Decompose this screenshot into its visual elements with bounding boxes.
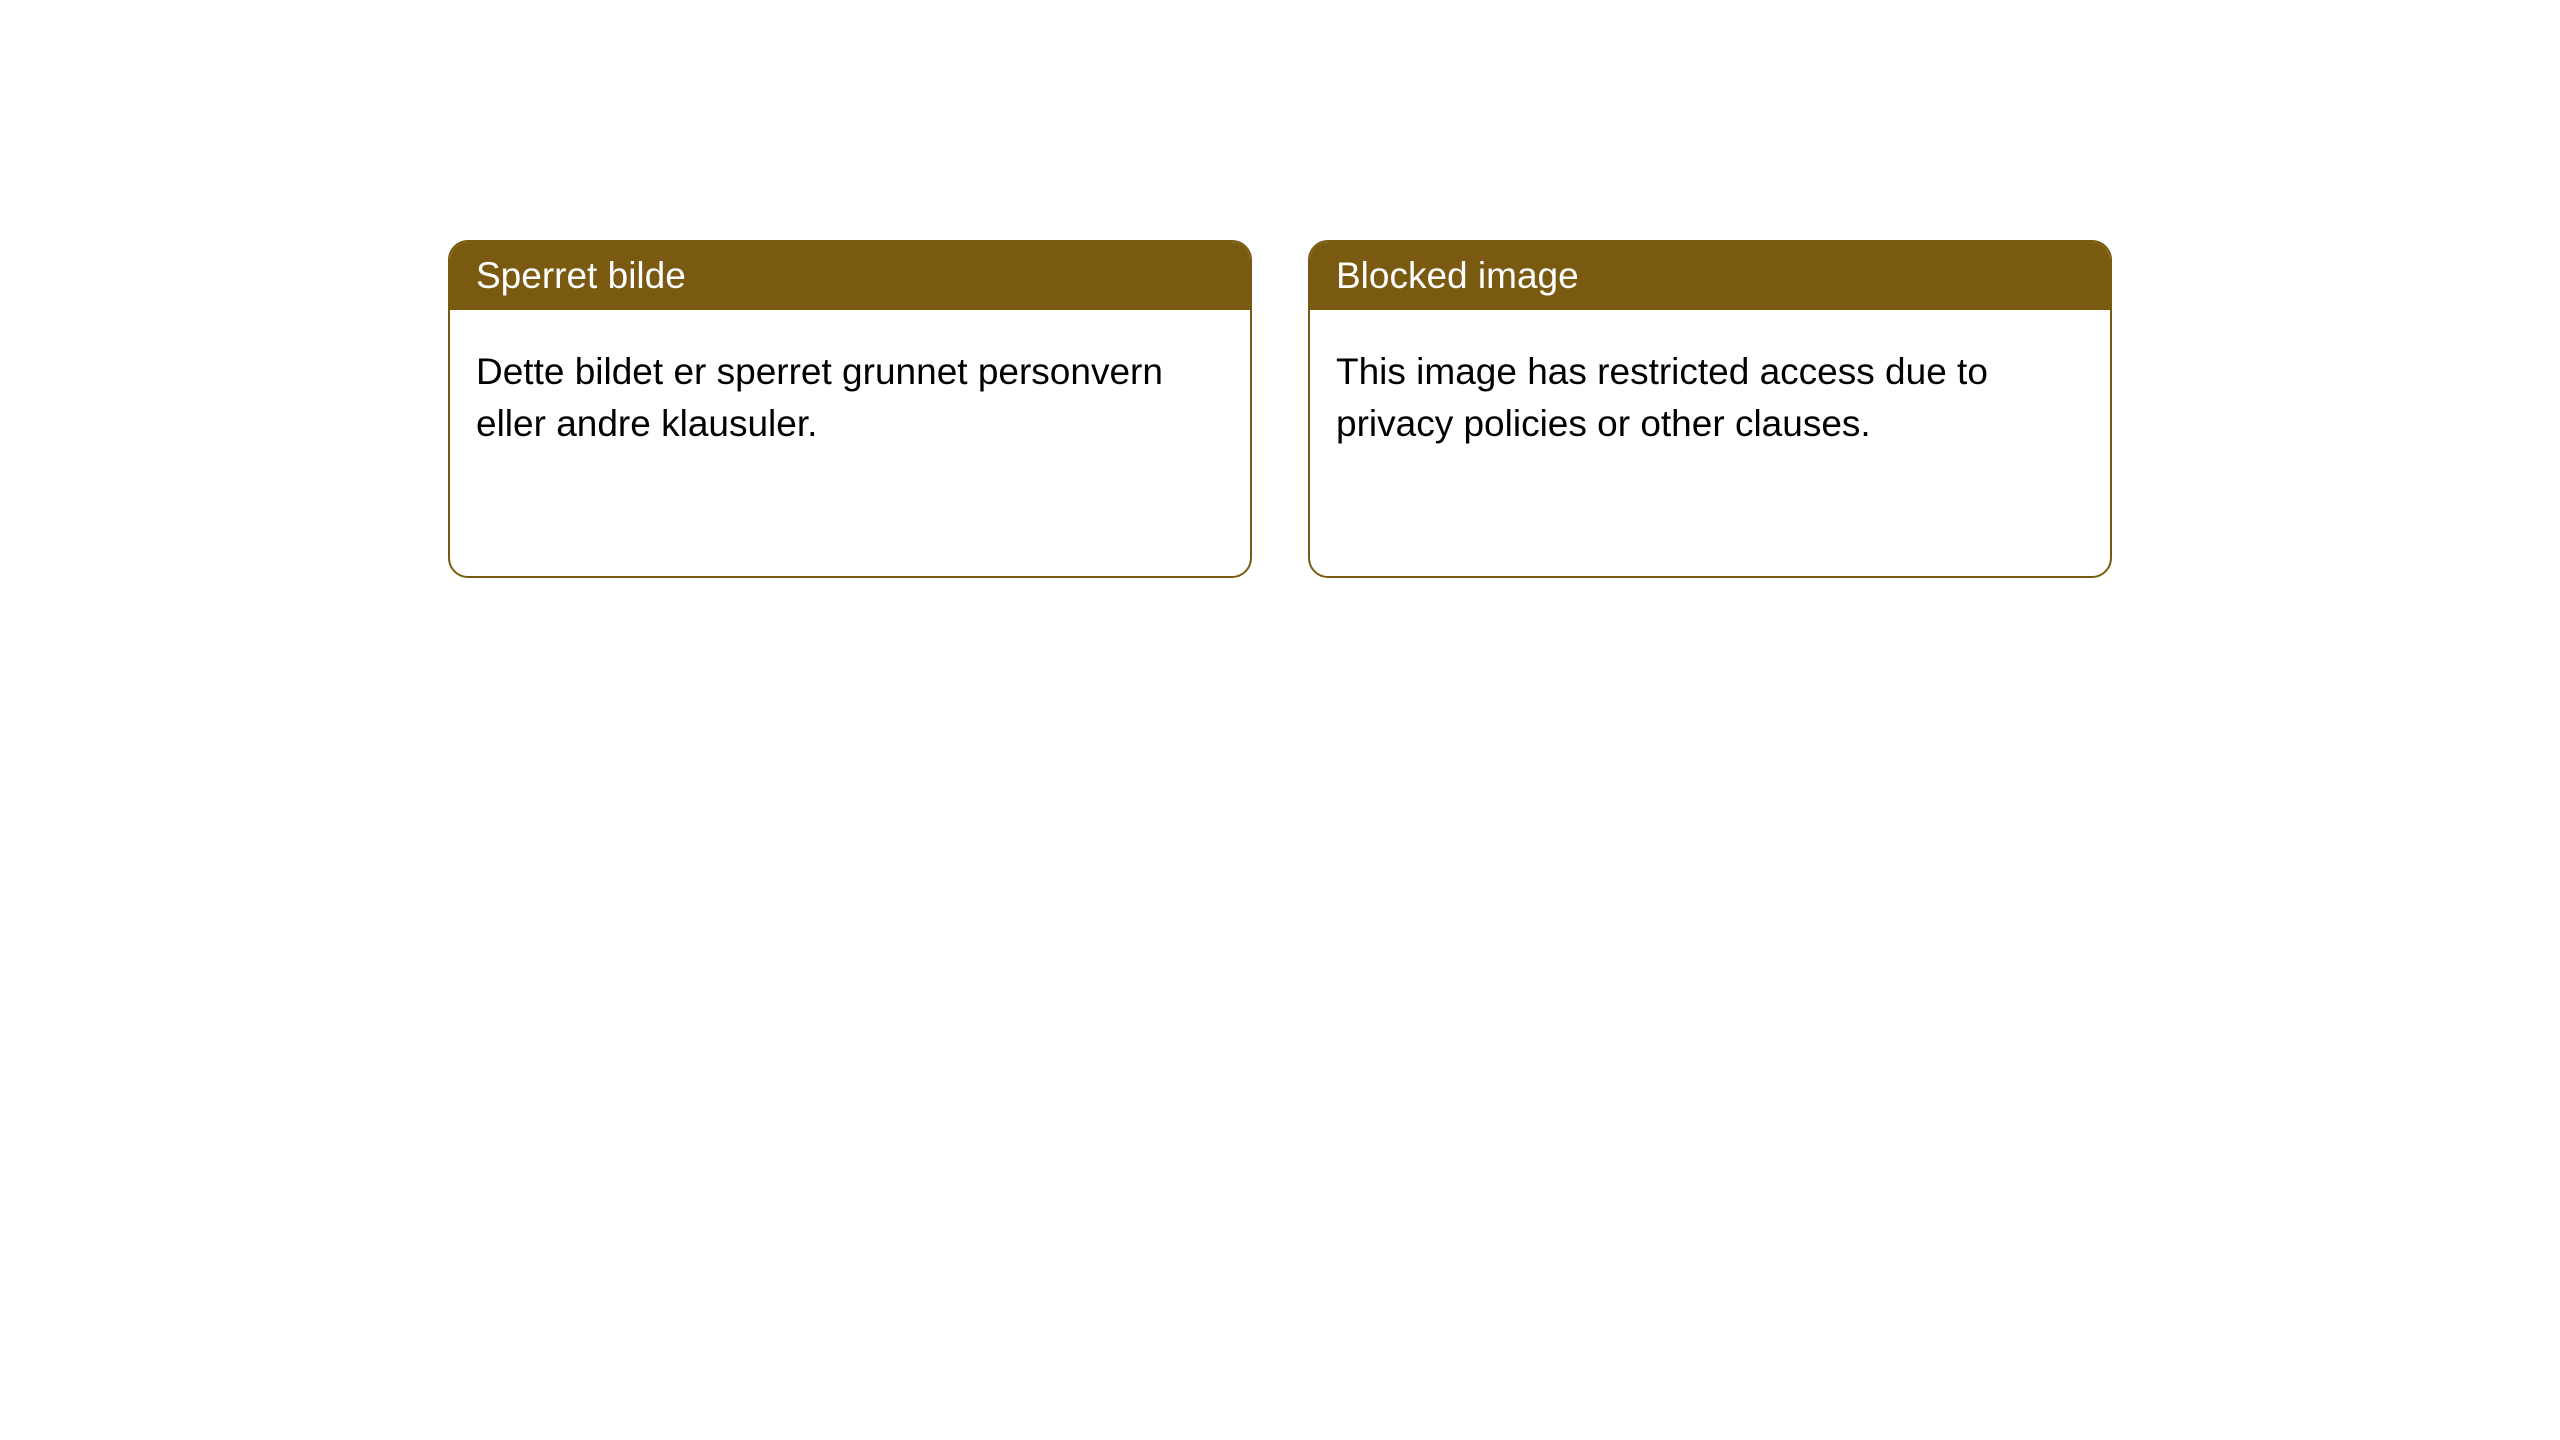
notice-container: Sperret bilde Dette bildet er sperret gr… — [0, 0, 2560, 578]
card-body: Dette bildet er sperret grunnet personve… — [450, 310, 1250, 486]
card-message: Dette bildet er sperret grunnet personve… — [476, 351, 1163, 444]
blocked-image-notice-english: Blocked image This image has restricted … — [1308, 240, 2112, 578]
blocked-image-notice-norwegian: Sperret bilde Dette bildet er sperret gr… — [448, 240, 1252, 578]
card-header: Sperret bilde — [450, 242, 1250, 310]
card-title: Sperret bilde — [476, 255, 686, 296]
card-header: Blocked image — [1310, 242, 2110, 310]
card-body: This image has restricted access due to … — [1310, 310, 2110, 486]
card-title: Blocked image — [1336, 255, 1579, 296]
card-message: This image has restricted access due to … — [1336, 351, 1988, 444]
